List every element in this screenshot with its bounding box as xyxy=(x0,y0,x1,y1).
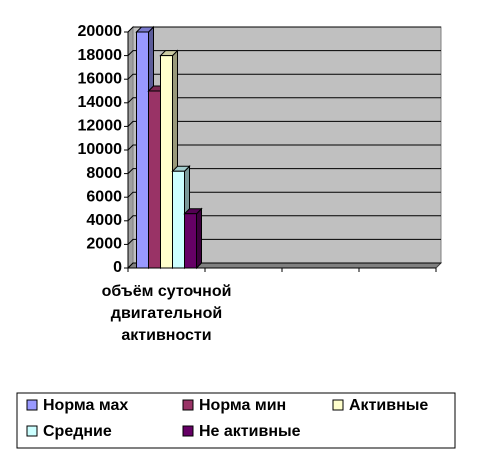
legend-label: Норма мах xyxy=(43,397,128,414)
legend-label: Норма мин xyxy=(199,397,286,414)
bar xyxy=(160,55,173,269)
legend-swatch xyxy=(26,425,38,437)
bar xyxy=(136,31,149,269)
y-tick-label: 4000 xyxy=(86,212,122,229)
legend-swatch xyxy=(332,399,344,411)
grid-line xyxy=(127,168,441,174)
y-tick-label: 14000 xyxy=(78,94,123,111)
y-tick-label: 2000 xyxy=(86,236,122,253)
y-tick-label: 10000 xyxy=(78,141,123,158)
y-tick-label: 0 xyxy=(113,259,122,276)
grid-line xyxy=(127,262,441,269)
y-tick-label: 8000 xyxy=(86,165,122,182)
legend-swatch xyxy=(26,399,38,411)
y-tick-label: 20000 xyxy=(78,23,123,40)
y-tick-label: 18000 xyxy=(78,47,123,64)
legend-box xyxy=(16,392,456,449)
grid-line xyxy=(127,215,441,222)
grid-line xyxy=(127,144,441,151)
y-tick-label: 6000 xyxy=(86,188,122,205)
grid-line xyxy=(127,26,441,33)
legend-swatch xyxy=(182,399,194,411)
grid-line xyxy=(127,97,441,104)
legend-label: Активные xyxy=(349,397,428,414)
grid-line xyxy=(127,120,441,127)
grid-line xyxy=(127,50,441,56)
grid-line xyxy=(127,191,441,198)
y-tick-label: 16000 xyxy=(78,70,123,87)
bar xyxy=(172,170,185,269)
legend-label: Средние xyxy=(43,423,112,440)
bar xyxy=(184,213,197,269)
grid-line xyxy=(127,238,441,245)
y-tick-label: 12000 xyxy=(78,118,123,135)
bar-side xyxy=(196,207,202,270)
grid-line xyxy=(127,73,441,80)
bar xyxy=(148,90,161,269)
x-tick-label: объём суточной двигательной активности xyxy=(101,283,232,344)
legend-swatch xyxy=(182,425,194,437)
legend-label: Не активные xyxy=(199,423,301,440)
